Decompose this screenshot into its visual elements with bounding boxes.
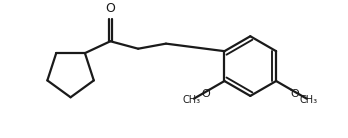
- Text: CH₃: CH₃: [182, 95, 201, 105]
- Text: O: O: [105, 2, 115, 15]
- Text: O: O: [291, 89, 300, 99]
- Text: CH₃: CH₃: [300, 95, 318, 105]
- Text: O: O: [201, 89, 210, 99]
